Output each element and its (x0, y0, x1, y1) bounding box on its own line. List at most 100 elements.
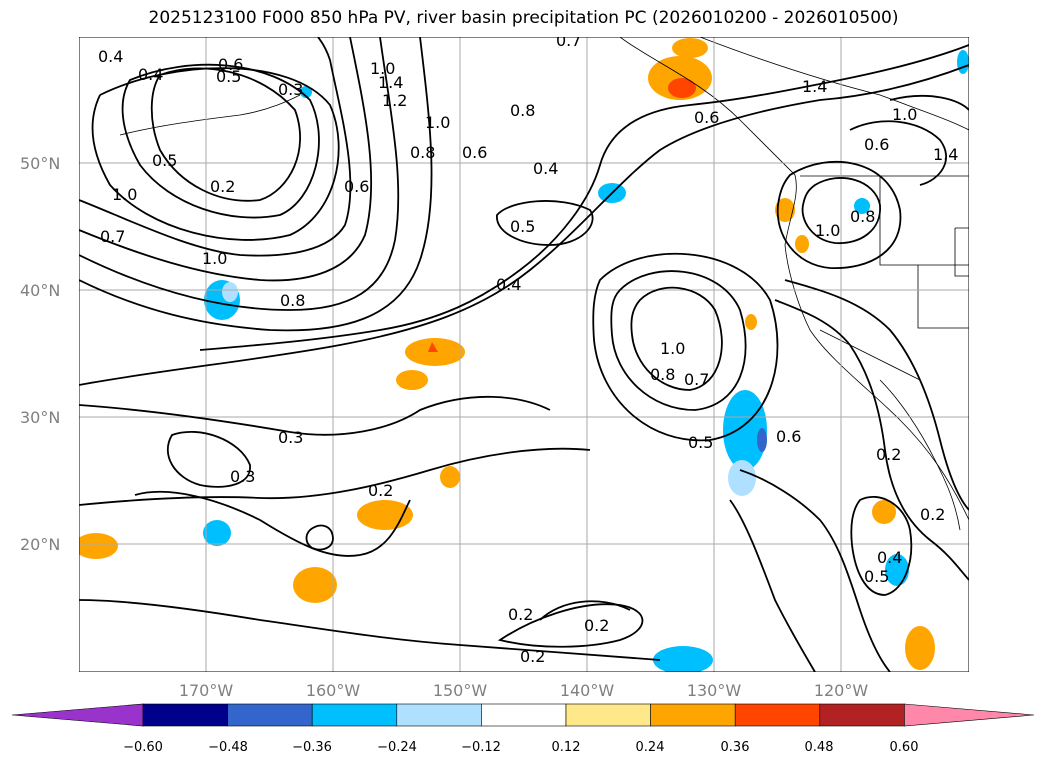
pv-contour (496, 200, 594, 246)
contour-label: 0.6 (344, 177, 369, 196)
pv-contour (739, 469, 891, 672)
pv-contour (784, 279, 969, 511)
contour-label: 0.2 (520, 647, 545, 666)
contour-label: 0.2 (368, 481, 393, 500)
colorbar-tick-label: 0.60 (890, 740, 919, 755)
pv-contour (776, 161, 902, 269)
contour-label: 0.4 (496, 275, 521, 294)
contour-label: 0.5 (510, 217, 535, 236)
pv-contour (889, 94, 969, 111)
precip-blob (872, 500, 896, 524)
pv-contour (850, 495, 913, 596)
contour-label: 1.0 (815, 221, 840, 240)
lon-label: 120°W (814, 681, 869, 700)
pv-contour (729, 499, 816, 672)
precip-blob (775, 198, 795, 222)
precip-blob (757, 428, 767, 452)
contour-label: 0.2 (920, 505, 945, 524)
precip-blob (728, 460, 756, 496)
colorbar-tick-label: −0.48 (208, 740, 248, 755)
precip-blob (668, 78, 696, 98)
lat-label: 40°N (20, 281, 60, 300)
precip-blob (885, 554, 909, 586)
precip-blob (79, 533, 118, 559)
precip-blob (300, 86, 312, 98)
colorbar-tick-label: 0.36 (721, 740, 750, 755)
pv-contour (79, 64, 969, 386)
north-america-coast (619, 37, 969, 521)
precip-blob (905, 626, 935, 670)
colorbar-tick-label: 0.24 (636, 740, 665, 755)
lat-label: 20°N (20, 535, 60, 554)
lon-label: 140°W (560, 681, 615, 700)
contour-label: 0.2 (584, 616, 609, 635)
precip-blob (357, 500, 413, 530)
precip-blob (203, 520, 231, 546)
pv-contour (134, 490, 411, 557)
precip-blob (293, 567, 337, 603)
contour-label: 1.0 (892, 105, 917, 124)
colorbar-ticks: −0.60 −0.48 −0.36 −0.24 −0.12 0.12 0.24 … (123, 740, 918, 755)
pv-contour (91, 67, 340, 241)
canada-coast (699, 37, 969, 131)
contour-label: 1.4 (378, 73, 403, 92)
lon-label: 130°W (687, 681, 742, 700)
contour-label: 0.6 (462, 143, 487, 162)
colorbar-tick-label: −0.36 (292, 740, 332, 755)
pv-contour (79, 599, 661, 661)
contour-label: 0.8 (650, 365, 675, 384)
contour-label: 0.4 (98, 47, 123, 66)
contour-label: 0.6 (776, 427, 801, 446)
contour-label: 0.3 (230, 467, 255, 486)
contour-label: 1.0 (202, 249, 227, 268)
pv-contour (630, 286, 723, 391)
lon-label: 170°W (179, 681, 234, 700)
longitude-labels: 170°W 160°W 150°W 140°W 130°W 120°W (179, 681, 869, 700)
border-line (917, 265, 969, 329)
lat-label: 30°N (20, 408, 60, 427)
colorbar-segment (481, 703, 567, 727)
pv-contour (79, 37, 400, 311)
colorbar-segment (311, 703, 398, 727)
precip-blob (745, 314, 757, 330)
precip-blob (957, 50, 969, 74)
colorbar-extend-min (11, 703, 144, 727)
contour-label: 1.0 (425, 113, 450, 132)
aleutian-islands (119, 94, 301, 136)
pv-contours (79, 37, 969, 672)
contour-label: 1.4 (933, 145, 958, 164)
colorbar-tick-label: −0.60 (123, 740, 163, 755)
colorbar: −0.60 −0.48 −0.36 −0.24 −0.12 0.12 0.24 … (11, 703, 1035, 755)
contour-label: 0.2 (210, 177, 235, 196)
pv-contour (305, 524, 334, 551)
coastlines (119, 37, 969, 531)
colorbar-segment (650, 703, 736, 727)
lon-label: 160°W (306, 681, 361, 700)
colorbar-segments (11, 703, 1035, 727)
colorbar-segment (819, 703, 905, 727)
colorbar-segment (142, 703, 228, 727)
contour-label: 1.0 (370, 59, 395, 78)
contour-label: 0.2 (508, 605, 533, 624)
precip-blob (653, 646, 713, 672)
pv-contour (79, 37, 373, 282)
map-panel: 0.4 0.4 0.6 0.5 0.3 1.4 1.2 1.0 0.8 0.6 … (79, 37, 969, 672)
pv-contour (774, 299, 969, 581)
contour-label: 0.5 (864, 567, 889, 586)
contour-label: 0.6 (864, 135, 889, 154)
contour-label: 0.8 (850, 207, 875, 226)
baja-coast (879, 379, 961, 531)
pv-contour (199, 44, 969, 351)
pv-contour (79, 37, 433, 332)
contour-label: 0.5 (216, 67, 241, 86)
contour-label: 0.7 (100, 227, 125, 246)
pv-contour (150, 67, 301, 202)
contour-labels: 0.4 0.4 0.6 0.5 0.3 1.4 1.2 1.0 0.8 0.6 … (98, 37, 958, 666)
precip-blob (723, 390, 767, 470)
contour-label: 1.2 (382, 91, 407, 110)
contour-label: 0.8 (280, 291, 305, 310)
contour-label: 1.4 (802, 77, 827, 96)
precip-blob (396, 370, 428, 390)
precip-blob (672, 38, 708, 58)
colorbar-tick-label: −0.24 (377, 740, 417, 755)
